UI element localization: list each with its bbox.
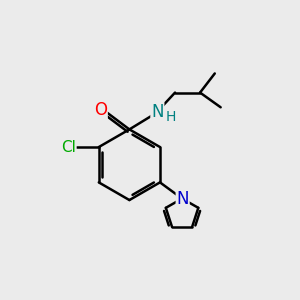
Text: N: N <box>176 190 189 208</box>
Text: N: N <box>151 103 164 121</box>
Text: H: H <box>166 110 176 124</box>
Text: O: O <box>94 101 107 119</box>
Text: Cl: Cl <box>61 140 76 154</box>
